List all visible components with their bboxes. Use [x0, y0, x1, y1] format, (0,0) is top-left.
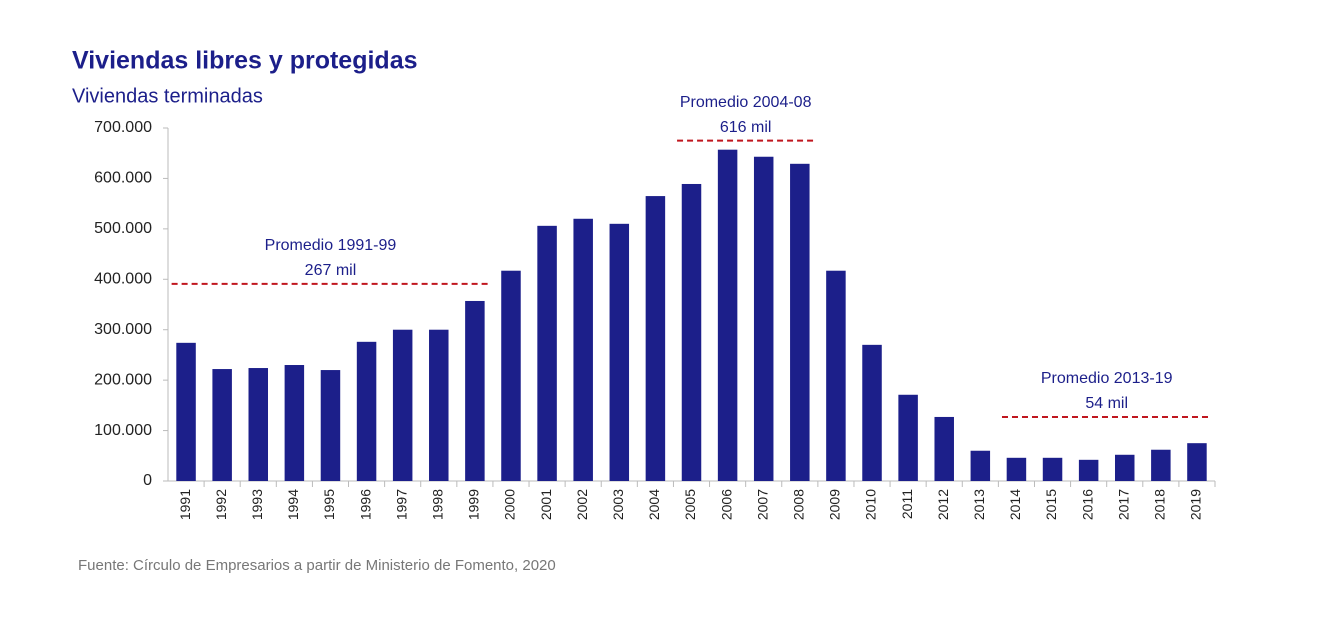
x-tick-label: 2003 [610, 489, 626, 520]
x-tick-label: 1998 [429, 489, 445, 520]
x-tick-label: 2019 [1188, 489, 1204, 520]
bar [645, 196, 666, 482]
bar [465, 300, 485, 481]
x-tick-label: 2016 [1079, 489, 1095, 520]
x-tick-label: 1997 [393, 489, 409, 520]
bar [356, 341, 377, 481]
y-tick-label: 600.000 [94, 170, 152, 187]
y-tick-label: 400.000 [94, 271, 152, 288]
y-tick-label: 200.000 [94, 371, 152, 388]
x-tick-label: 2014 [1007, 489, 1023, 520]
bar [934, 416, 954, 481]
bar [212, 369, 232, 481]
annotation-text: 267 mil [305, 262, 357, 279]
x-tick-label: 2011 [899, 489, 915, 519]
y-tick-label: 500.000 [94, 220, 152, 237]
annotation-text: 616 mil [720, 119, 772, 136]
x-tick-label: 1993 [249, 489, 265, 520]
x-tick-label: 2007 [754, 489, 770, 520]
bar [862, 344, 882, 481]
y-tick-label: 0 [143, 472, 152, 489]
bar [826, 270, 846, 481]
chart-subtitle: Viviendas terminadas [72, 85, 263, 107]
x-tick-label: 1994 [285, 489, 301, 520]
x-tick-label: 2005 [682, 489, 698, 520]
y-tick-label: 300.000 [94, 321, 152, 338]
bar [1078, 459, 1099, 481]
bar [537, 225, 557, 481]
bar [790, 163, 810, 481]
bar [1151, 449, 1171, 481]
x-tick-label: 1996 [357, 489, 373, 520]
bar [1042, 457, 1063, 481]
bar [501, 270, 521, 481]
annotation-text: Promedio 2013-19 [1041, 370, 1173, 387]
bar [753, 156, 774, 481]
bar [320, 370, 341, 481]
x-tick-label: 2008 [791, 489, 807, 520]
x-tick-label: 1992 [213, 489, 229, 520]
x-tick-label: 2009 [827, 489, 843, 520]
x-tick-label: 2006 [718, 489, 734, 520]
annotation-text: Promedio 2004-08 [680, 94, 812, 111]
x-tick-label: 2004 [646, 489, 662, 520]
bar [176, 342, 196, 481]
x-tick-label: 2012 [935, 489, 951, 520]
x-tick-label: 1995 [321, 489, 337, 520]
bar [1187, 443, 1207, 481]
x-tick-label: 2018 [1152, 489, 1168, 520]
x-tick-label: 2017 [1115, 489, 1131, 520]
bar [573, 218, 593, 481]
bar [681, 183, 702, 481]
x-tick-label: 2001 [538, 489, 554, 520]
x-tick-label: 2015 [1043, 489, 1059, 520]
x-tick-label: 2013 [971, 489, 987, 520]
source-note: Fuente: Círculo de Empresarios a partir … [78, 557, 556, 574]
x-tick-label: 1991 [177, 489, 193, 520]
chart-title: Viviendas libres y protegidas [72, 47, 418, 75]
bar [1006, 457, 1027, 481]
bar [429, 329, 449, 481]
bar [717, 149, 738, 482]
x-tick-label: 2000 [502, 489, 518, 520]
y-tick-label: 100.000 [94, 422, 152, 439]
bar [898, 394, 918, 481]
x-tick-label: 1999 [466, 489, 482, 520]
bar [248, 368, 269, 481]
bar [284, 365, 305, 481]
annotation-text: 54 mil [1085, 395, 1128, 412]
x-tick-label: 2010 [863, 489, 879, 520]
bar [609, 223, 630, 482]
bar [970, 450, 991, 481]
bar [392, 329, 413, 481]
bar [1114, 454, 1135, 481]
y-tick-label: 700.000 [94, 119, 152, 136]
x-tick-label: 2002 [574, 489, 590, 520]
annotation-text: Promedio 1991-99 [265, 237, 397, 254]
